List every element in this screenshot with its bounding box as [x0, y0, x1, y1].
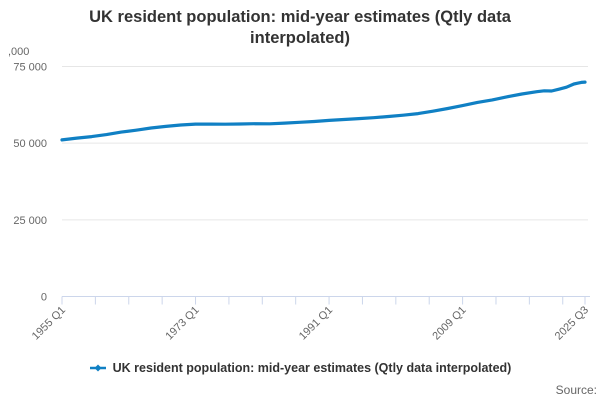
x-axis-tick-label: 1955 Q1: [30, 304, 68, 342]
x-axis-tick-label: 1973 Q1: [163, 304, 201, 342]
legend: UK resident population: mid-year estimat…: [0, 361, 600, 375]
population-line-chart: 0 25 000 50 000 75 000 1955 Q1 1973 Q1 1991 Q1…: [13, 62, 591, 343]
x-axis-tick-label: 1991 Q1: [297, 304, 335, 342]
x-axis-tick-label: 2009 Q1: [430, 304, 468, 342]
legend-label: UK resident population: mid-year estimat…: [112, 361, 512, 375]
x-axis-tick-label: 2025 Q3: [553, 304, 591, 342]
y-axis-tick-label: 75 000: [13, 62, 47, 74]
source-label: Source:: [555, 383, 597, 397]
chart-title-line2: interpolated): [250, 29, 350, 47]
legend-marker-diamond: [94, 364, 102, 372]
chart-title-line1: UK resident population: mid-year estimat…: [89, 8, 511, 26]
population-series-line[interactable]: [60, 80, 587, 142]
y-axis-tick-label: 0: [41, 292, 47, 304]
y-axis-tick-label: 50 000: [13, 138, 47, 150]
legend-line-marker-icon: [89, 364, 106, 372]
y-axis-unit-label: ,000: [8, 46, 30, 58]
y-axis-tick-label: 25 000: [13, 215, 47, 227]
chart-title: UK resident population: mid-year estimat…: [0, 7, 600, 49]
legend-item[interactable]: UK resident population: mid-year estimat…: [89, 361, 512, 375]
